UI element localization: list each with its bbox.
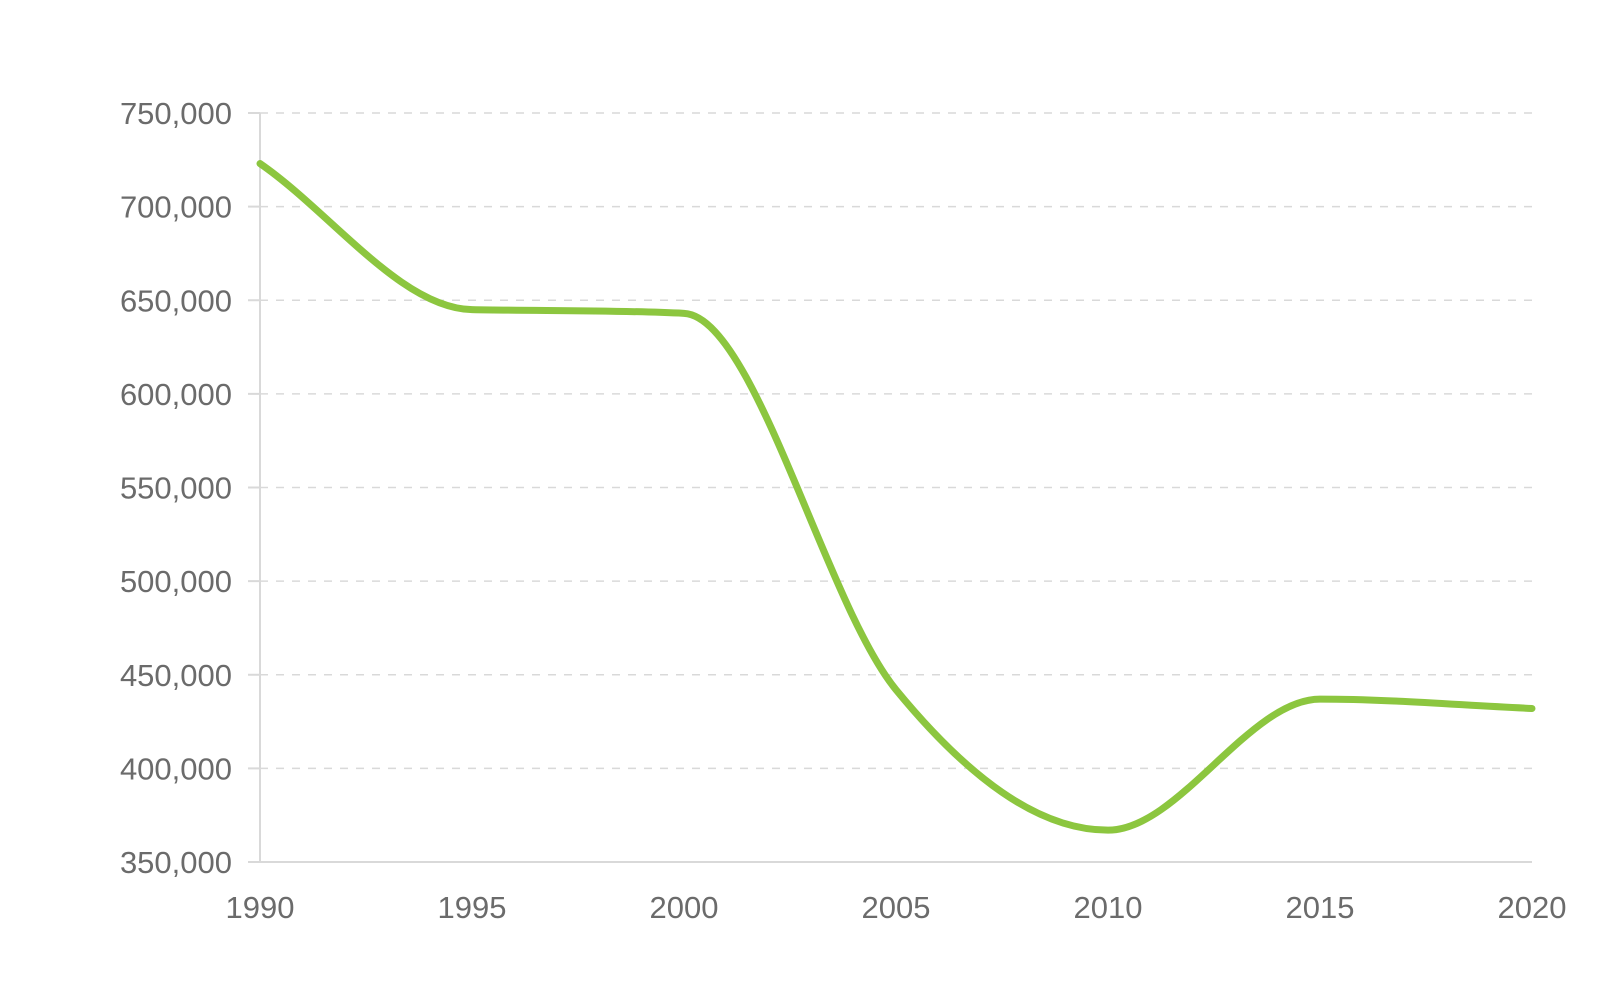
x-tick-label: 2015 — [1286, 890, 1355, 925]
x-axis-tick-labels: 1990 1995 2000 2005 2010 2015 2020 — [226, 890, 1567, 925]
x-tick-label: 2000 — [650, 890, 719, 925]
x-tick-label: 2010 — [1074, 890, 1143, 925]
y-tick-label: 600,000 — [120, 377, 232, 412]
y-tick-label: 750,000 — [120, 96, 232, 131]
y-tick-label: 650,000 — [120, 283, 232, 318]
y-tick-label: 450,000 — [120, 658, 232, 693]
y-tick-label: 550,000 — [120, 471, 232, 506]
y-tick-label: 350,000 — [120, 845, 232, 880]
x-tick-label: 1995 — [438, 890, 507, 925]
y-axis-tick-labels: 350,000 400,000 450,000 500,000 550,000 600,0… — [120, 96, 260, 880]
y-tick-label: 700,000 — [120, 190, 232, 225]
grid-lines — [260, 112, 1532, 770]
x-tick-label: 1990 — [226, 890, 295, 925]
x-tick-label: 2005 — [862, 890, 931, 925]
y-tick-label: 400,000 — [120, 751, 232, 786]
x-tick-label: 2020 — [1498, 890, 1567, 925]
y-tick-label: 500,000 — [120, 564, 232, 599]
series-line — [256, 160, 1536, 834]
series-lines — [256, 160, 1536, 834]
